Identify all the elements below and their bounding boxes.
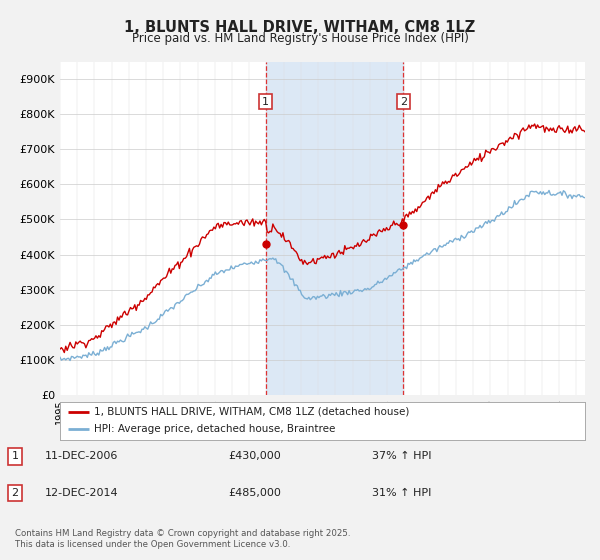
Text: 12-DEC-2014: 12-DEC-2014 bbox=[45, 488, 119, 498]
Text: 1, BLUNTS HALL DRIVE, WITHAM, CM8 1LZ: 1, BLUNTS HALL DRIVE, WITHAM, CM8 1LZ bbox=[124, 20, 476, 35]
Text: £485,000: £485,000 bbox=[228, 488, 281, 498]
Text: 1: 1 bbox=[262, 96, 269, 106]
Bar bbox=[266, 62, 403, 395]
Text: HPI: Average price, detached house, Braintree: HPI: Average price, detached house, Brai… bbox=[94, 424, 335, 435]
Text: 31% ↑ HPI: 31% ↑ HPI bbox=[372, 488, 431, 498]
Text: 1, BLUNTS HALL DRIVE, WITHAM, CM8 1LZ (detached house): 1, BLUNTS HALL DRIVE, WITHAM, CM8 1LZ (d… bbox=[94, 407, 409, 417]
Text: 37% ↑ HPI: 37% ↑ HPI bbox=[372, 451, 431, 461]
Text: 11-DEC-2006: 11-DEC-2006 bbox=[45, 451, 118, 461]
Text: 2: 2 bbox=[400, 96, 407, 106]
Text: Price paid vs. HM Land Registry's House Price Index (HPI): Price paid vs. HM Land Registry's House … bbox=[131, 32, 469, 45]
Text: 1: 1 bbox=[11, 451, 19, 461]
Text: 2: 2 bbox=[11, 488, 19, 498]
Text: Contains HM Land Registry data © Crown copyright and database right 2025.
This d: Contains HM Land Registry data © Crown c… bbox=[15, 529, 350, 549]
Text: £430,000: £430,000 bbox=[228, 451, 281, 461]
